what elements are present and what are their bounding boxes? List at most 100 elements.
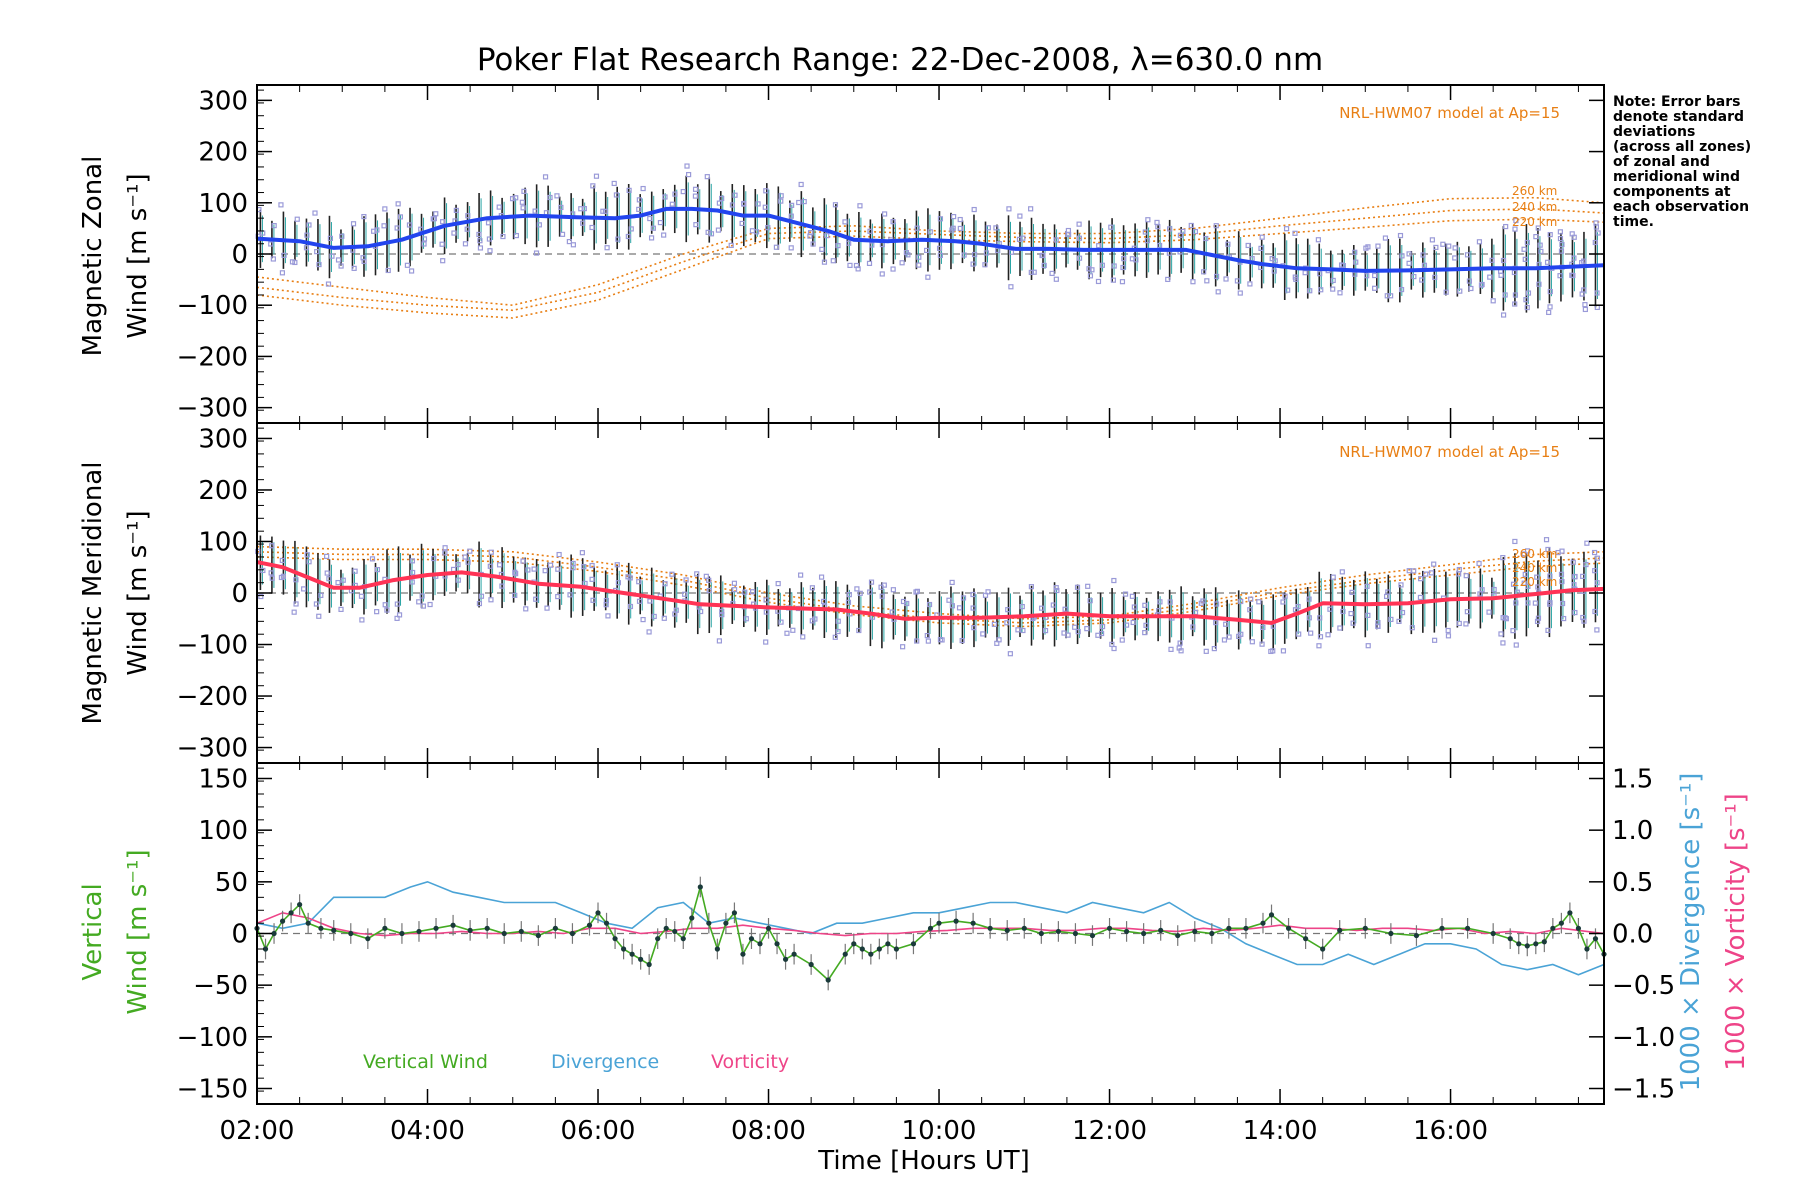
zone-point: [1490, 298, 1496, 304]
zone-point: [1089, 267, 1095, 273]
zone-point: [361, 213, 367, 220]
zone-point: [1330, 574, 1336, 580]
zone-point: [578, 206, 584, 212]
zone-point: [382, 602, 388, 608]
zone-point: [1365, 612, 1371, 618]
zone-point: [1005, 607, 1011, 613]
zone-point: [1559, 548, 1565, 554]
vertical-ylabel-line2: Wind [m s⁻¹]: [123, 849, 153, 1014]
zone-point: [846, 240, 852, 246]
zone-point: [1572, 574, 1578, 580]
zone-point: [1466, 278, 1473, 284]
zone-point: [1398, 286, 1405, 293]
zone-point: [293, 601, 299, 607]
zone-point: [970, 261, 976, 267]
vertical-wind-point: [1362, 925, 1368, 931]
zone-point: [384, 607, 390, 613]
zone-point: [1557, 273, 1563, 279]
zone-point: [1500, 312, 1507, 318]
zone-point: [728, 242, 734, 249]
zone-point: [640, 185, 646, 192]
zone-point: [1039, 605, 1045, 611]
meridional-alt-label-260: 260 km: [1512, 547, 1557, 561]
zone-point: [1463, 621, 1469, 627]
zone-point: [1157, 242, 1163, 249]
zone-point: [971, 625, 977, 631]
zone-point: [866, 260, 873, 266]
zone-point: [1111, 263, 1117, 269]
vertical-wind-point: [1541, 939, 1547, 945]
zone-point: [753, 229, 760, 235]
zone-point: [1557, 236, 1564, 242]
zone-point: [719, 612, 725, 618]
zone-point: [763, 639, 769, 645]
zone-point: [796, 199, 802, 206]
zone-point: [1053, 585, 1059, 591]
zone-point: [1260, 624, 1266, 631]
vertical-wind-point: [1004, 927, 1010, 934]
zone-point: [521, 188, 527, 194]
y-tick-label: 200: [198, 476, 248, 506]
zone-point: [916, 262, 922, 268]
y2-tick-label: 1.5: [1612, 765, 1653, 795]
zone-point: [1110, 277, 1116, 283]
zone-point: [440, 219, 446, 225]
zone-point: [1547, 573, 1553, 579]
zone-point: [1584, 540, 1590, 546]
zone-point: [1524, 239, 1530, 246]
zone-point: [1583, 561, 1589, 568]
zone-point: [1292, 274, 1298, 280]
zone-point: [420, 603, 426, 609]
zone-point: [462, 554, 468, 560]
zone-point: [961, 252, 967, 258]
zone-point: [788, 245, 794, 251]
zone-point: [613, 192, 620, 198]
zone-point: [684, 163, 690, 169]
zone-point: [1168, 646, 1174, 652]
zone-point: [1500, 555, 1506, 561]
zone-point: [1131, 604, 1137, 610]
zone-point: [593, 173, 600, 179]
zone-point: [1546, 309, 1552, 316]
zone-point: [465, 559, 471, 565]
zone-point: [1213, 619, 1219, 626]
zone-point: [1144, 238, 1151, 244]
zone-point: [1076, 255, 1083, 261]
zone-point: [1008, 284, 1014, 290]
zone-point: [350, 221, 357, 227]
zone-point: [523, 606, 529, 612]
zone-point: [1076, 221, 1082, 227]
zone-point: [1489, 257, 1495, 263]
zone-point: [1581, 618, 1587, 624]
zone-point: [763, 597, 769, 603]
zone-point: [313, 601, 320, 607]
zone-point: [1510, 628, 1516, 634]
zone-point: [801, 198, 807, 205]
note-line-1: Note: Error bars: [1613, 94, 1740, 110]
zone-point: [1042, 628, 1049, 634]
vertical-wind-point: [595, 910, 601, 916]
zone-point: [1226, 634, 1232, 640]
y-tick-label: −200: [177, 682, 248, 712]
zone-point: [692, 193, 699, 199]
zone-point: [488, 549, 494, 555]
zone-point: [1213, 223, 1219, 229]
zone-point: [628, 226, 634, 232]
zone-point: [926, 601, 933, 608]
zone-point: [1165, 276, 1171, 283]
zone-point: [1398, 582, 1404, 588]
zone-point: [661, 615, 667, 621]
y-tick-label: −50: [193, 971, 248, 1001]
zone-point: [440, 258, 446, 264]
zone-point: [640, 616, 646, 623]
zone-point: [1085, 583, 1091, 589]
zone-point: [648, 235, 655, 241]
zone-point: [1525, 600, 1531, 606]
vertical-wind-point: [467, 927, 473, 934]
zone-point: [1119, 637, 1125, 643]
vertical-wind-point: [868, 951, 874, 957]
zone-point: [1295, 603, 1301, 610]
zone-point: [924, 632, 930, 639]
zone-point: [499, 583, 505, 589]
zone-point: [1364, 583, 1370, 589]
